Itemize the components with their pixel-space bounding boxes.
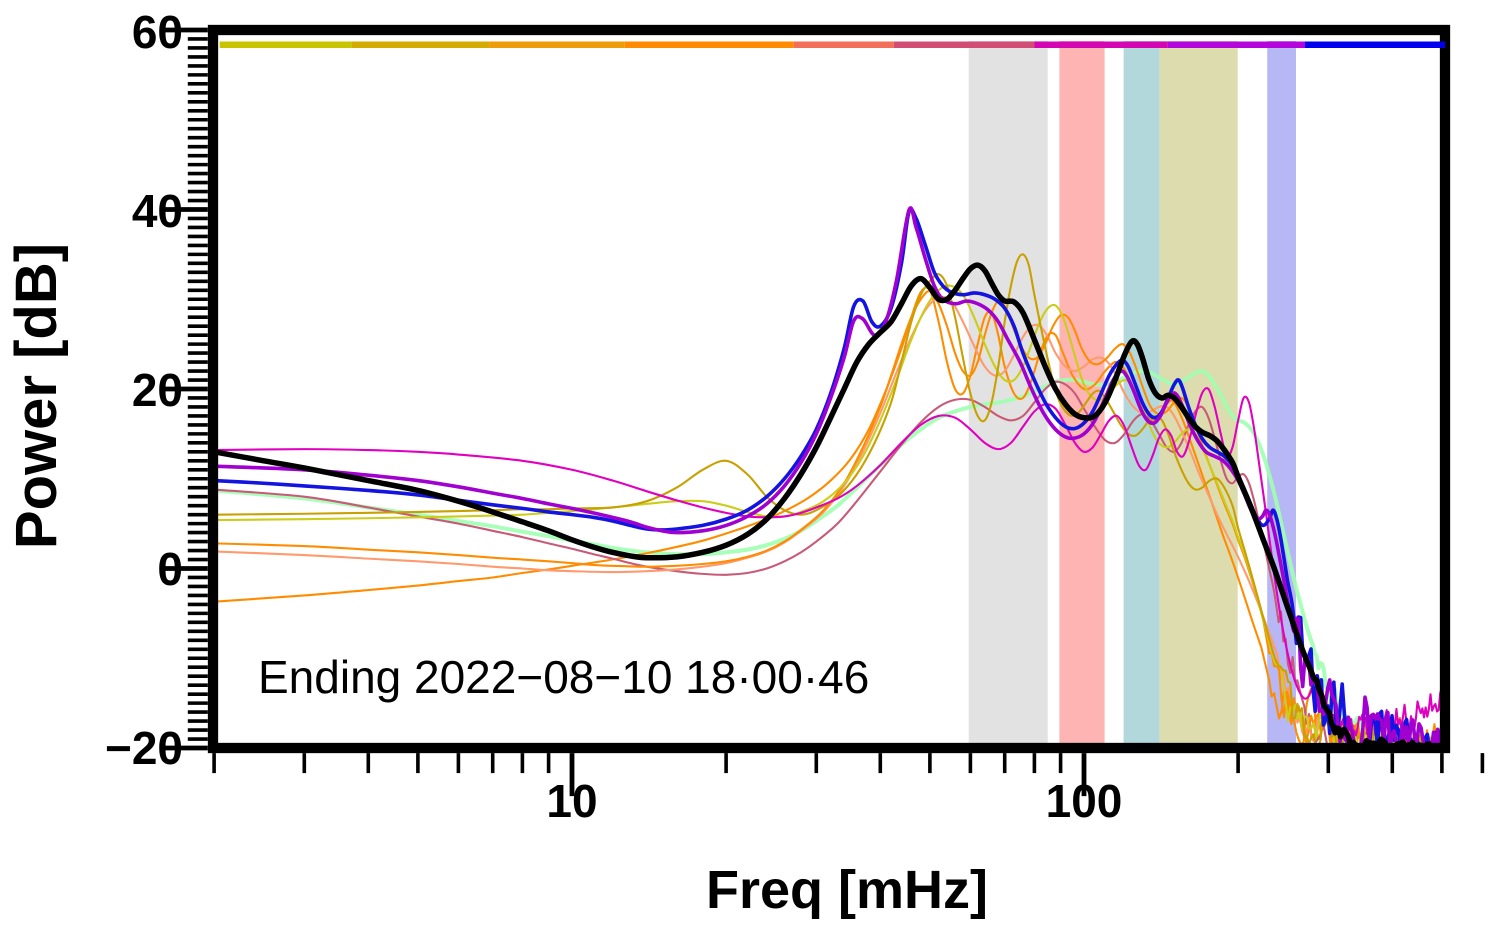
svg-text:Freq [mHz]: Freq [mHz] <box>706 860 988 920</box>
svg-text:−20: −20 <box>105 722 183 774</box>
svg-text:Ending 2022−08−10 18·00·46: Ending 2022−08−10 18·00·46 <box>258 651 869 703</box>
svg-text:0: 0 <box>157 543 183 595</box>
svg-text:20: 20 <box>132 364 183 416</box>
svg-text:40: 40 <box>132 185 183 237</box>
svg-text:60: 60 <box>132 6 183 58</box>
svg-text:Power [dB]: Power [dB] <box>4 243 69 549</box>
svg-text:100: 100 <box>1046 775 1123 827</box>
svg-text:10: 10 <box>546 775 597 827</box>
